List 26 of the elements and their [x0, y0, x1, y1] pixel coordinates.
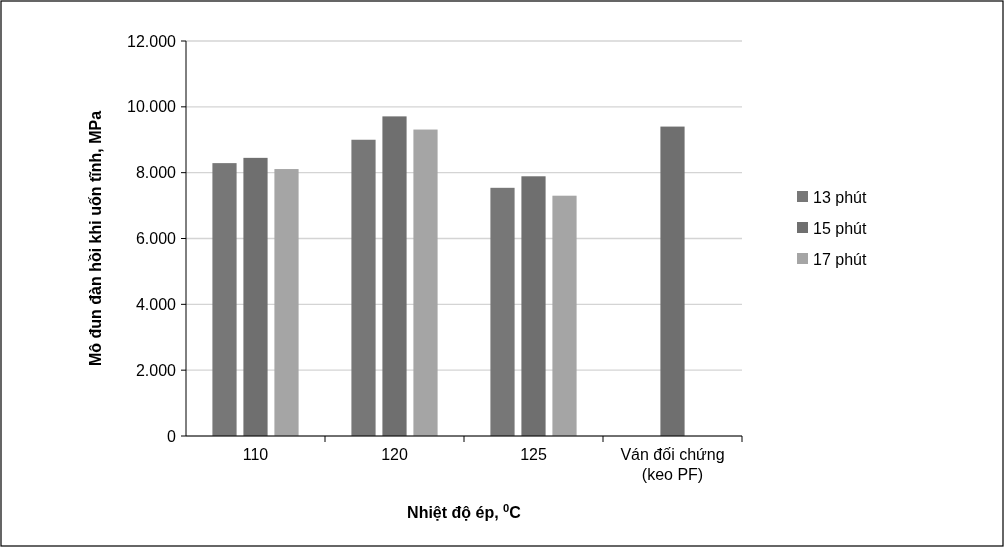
x-tick-label: 120 [381, 446, 408, 463]
x-tick-label: 125 [520, 446, 547, 463]
y-tick-label: 8.000 [135, 164, 177, 182]
bar [521, 176, 546, 436]
legend-label: 13 phút [813, 188, 867, 206]
bar [660, 126, 685, 436]
bar [382, 116, 407, 436]
bar [212, 163, 237, 436]
bar [490, 187, 515, 436]
x-tick-label: 110 [242, 446, 269, 463]
bar [351, 139, 376, 436]
bar [274, 169, 299, 436]
y-axis-title: Mô đun đàn hồi khi uốn tĩnh, MPa [87, 110, 104, 367]
x-axis-title: Nhiệt độ ép, $^{0}$C [407, 502, 522, 521]
legend-label: 15 phút [813, 219, 867, 237]
y-tick-label: 4.000 [135, 295, 177, 313]
x-tick-label: Ván đối chứng (keo PF) [620, 446, 725, 483]
y-tick-label: 12.000 [127, 32, 177, 50]
bar [552, 195, 577, 436]
y-tick-label: 6.000 [135, 230, 177, 248]
y-tick-label: 2.000 [135, 361, 177, 379]
legend-label: 17 phút [813, 250, 867, 268]
y-tick-label: 10.000 [127, 98, 177, 116]
bar [243, 157, 268, 436]
y-tick-label: 0 [167, 427, 177, 445]
bar [413, 129, 438, 436]
